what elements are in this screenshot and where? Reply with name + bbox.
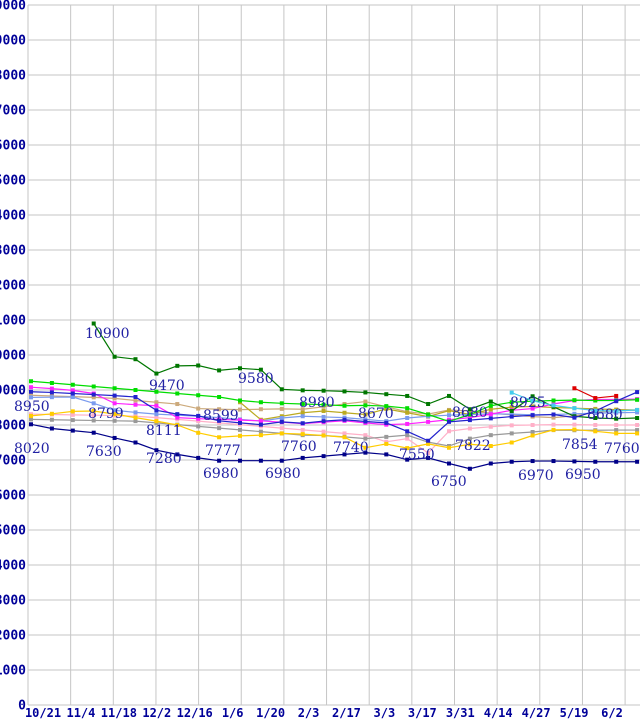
x-tick-label: 6/2 [601, 706, 623, 720]
x-tick-label: 3/17 [408, 706, 437, 720]
y-tick-label: 4000 [0, 559, 26, 574]
series-pink-line [30, 413, 638, 454]
y-tick-label: 7000 [0, 454, 26, 469]
point-value-label: 7760 [281, 439, 317, 455]
point-value-labels: 8950 8020 10900 9470 8799 7630 7280 8111 8599 777… [14, 326, 640, 490]
point-value-label: 8680 [587, 407, 623, 423]
y-tick-label: 14000 [0, 209, 26, 224]
y-tick-label: 2000 [0, 629, 26, 644]
point-value-label: 8925 [510, 395, 546, 411]
x-tick-label: 12/16 [177, 706, 213, 720]
y-tick-label: 13000 [0, 244, 26, 259]
series-blue-line [30, 391, 638, 442]
x-tick-label: 1/6 [222, 706, 244, 720]
point-value-label: 8670 [358, 406, 394, 422]
x-tick-label: 10/21 [25, 706, 61, 720]
x-tick-label: 4/14 [484, 706, 513, 720]
y-tick-label: 16000 [0, 139, 26, 154]
y-tick-label: 5000 [0, 524, 26, 539]
series-cyan [509, 390, 640, 413]
y-tick-label: 15000 [0, 174, 26, 189]
point-value-label: 7550 [399, 447, 435, 463]
point-value-label: 7760 [604, 441, 640, 457]
point-value-label: 6750 [431, 474, 467, 490]
point-value-label: 9470 [149, 378, 185, 394]
y-tick-label: 20000 [0, 0, 26, 14]
y-tick-label: 8000 [0, 419, 26, 434]
series-magenta-line [30, 386, 638, 426]
x-tick-label: 3/31 [446, 706, 475, 720]
point-value-label: 8599 [203, 408, 239, 424]
series-gold-line [30, 410, 638, 449]
series-navy-line [30, 423, 638, 470]
point-value-label: 8111 [146, 423, 182, 439]
x-tick-label: 2/3 [298, 706, 320, 720]
y-tick-label: 12000 [0, 279, 26, 294]
point-value-label: 7280 [146, 451, 182, 467]
series-cyan-line [511, 392, 638, 412]
x-tick-label: 5/19 [560, 706, 589, 720]
series-blue [29, 389, 640, 443]
point-value-label: 9580 [238, 371, 274, 387]
point-value-label: 8680 [452, 405, 488, 421]
series-gold [29, 409, 640, 451]
y-tick-label: 1000 [0, 664, 26, 679]
point-value-label: 8799 [88, 406, 124, 422]
point-value-label: 6950 [565, 467, 601, 483]
x-tick-label: 11/18 [101, 706, 137, 720]
y-tick-label: 9000 [0, 384, 26, 399]
y-tick-label: 3000 [0, 594, 26, 609]
point-value-label: 7630 [86, 444, 122, 460]
y-tick-label: 10000 [0, 349, 26, 364]
x-tick-label: 1/20 [256, 706, 285, 720]
y-tick-label: 17000 [0, 104, 26, 119]
point-value-label: 7740 [333, 440, 369, 456]
x-axis-labels: 10/21 11/4 11/18 12/2 12/16 1/6 1/20 2/3 2/17 3/3… [25, 706, 623, 720]
gridlines [27, 4, 640, 706]
series-navy [29, 422, 640, 471]
point-value-label: 7854 [562, 437, 598, 453]
series-red [572, 386, 619, 401]
series-red-line [574, 387, 617, 399]
x-tick-label: 4/27 [522, 706, 551, 720]
y-tick-label: 18000 [0, 69, 26, 84]
x-tick-label: 12/2 [142, 706, 171, 720]
point-value-label: 7822 [455, 438, 491, 454]
point-value-label: 8020 [14, 441, 50, 457]
x-tick-label: 2/17 [332, 706, 361, 720]
point-value-label: 8950 [14, 399, 50, 415]
point-value-label: 6980 [203, 466, 239, 482]
point-value-label: 6970 [518, 468, 554, 484]
y-tick-label: 6000 [0, 489, 26, 504]
y-tick-label: 19000 [0, 34, 26, 49]
x-tick-label: 3/3 [374, 706, 396, 720]
y-axis-labels: 2000019000180001700016000150001400013000… [0, 0, 26, 714]
point-value-label: 6980 [265, 466, 301, 482]
point-value-label: 7777 [205, 443, 241, 459]
point-value-label: 10900 [85, 326, 130, 342]
y-tick-label: 0 [18, 699, 26, 714]
x-tick-label: 11/4 [66, 706, 95, 720]
point-value-label: 8980 [299, 395, 335, 411]
y-tick-label: 11000 [0, 314, 26, 329]
